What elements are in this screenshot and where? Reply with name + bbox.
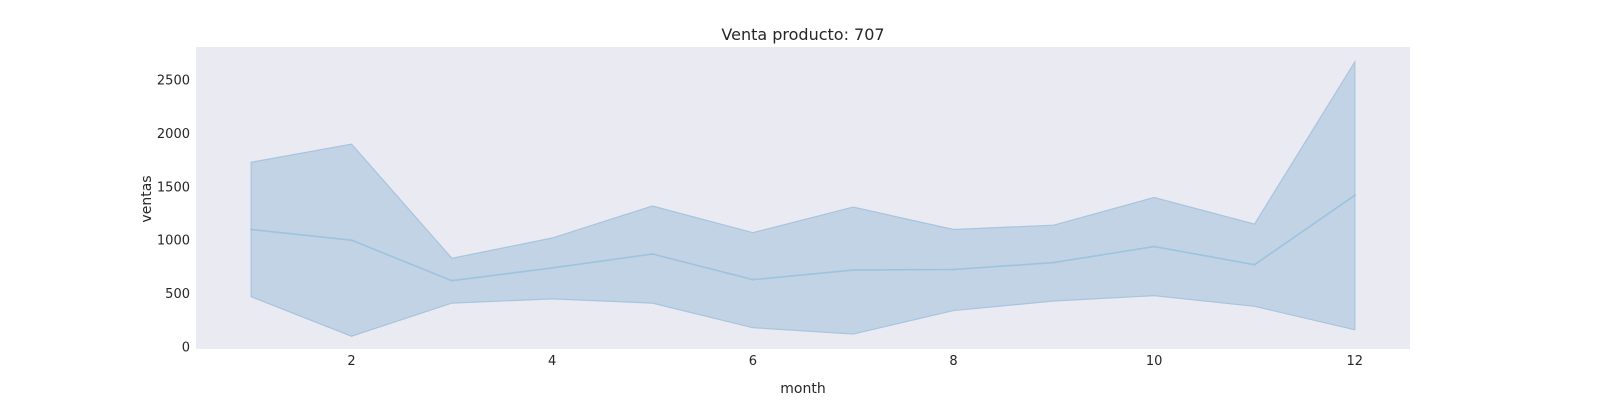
y-tick-label: 0 [182,340,190,355]
x-tick-label: 2 [347,354,355,369]
data-point [1353,194,1357,197]
y-tick-label: 1000 [157,234,190,249]
x-tick-label: 4 [548,354,556,369]
chart-title: Venta producto: 707 [721,25,884,44]
x-tick-label: 10 [1146,354,1163,369]
y-tick-label: 500 [165,287,190,302]
x-tick-label: 12 [1347,354,1364,369]
confidence-band [250,59,1356,337]
data-point [651,252,654,256]
data-point [952,268,955,271]
y-tick-label: 2500 [157,74,190,89]
series-line [251,194,1356,282]
data-point [851,268,855,272]
data-point [1253,263,1256,266]
x-tick-label: 8 [949,354,957,369]
data-point [1152,245,1156,248]
x-tick-label: 6 [749,354,757,369]
data-point [249,228,253,231]
data-point [550,266,554,270]
data-point [1052,261,1056,264]
data-point [350,238,353,242]
y-tick-label: 2000 [157,127,190,142]
y-tick-label: 1500 [157,180,190,195]
x-axis-label: month [780,381,825,397]
data-point [450,279,454,282]
y-axis-label: ventas [139,175,155,222]
data-point [751,278,755,281]
